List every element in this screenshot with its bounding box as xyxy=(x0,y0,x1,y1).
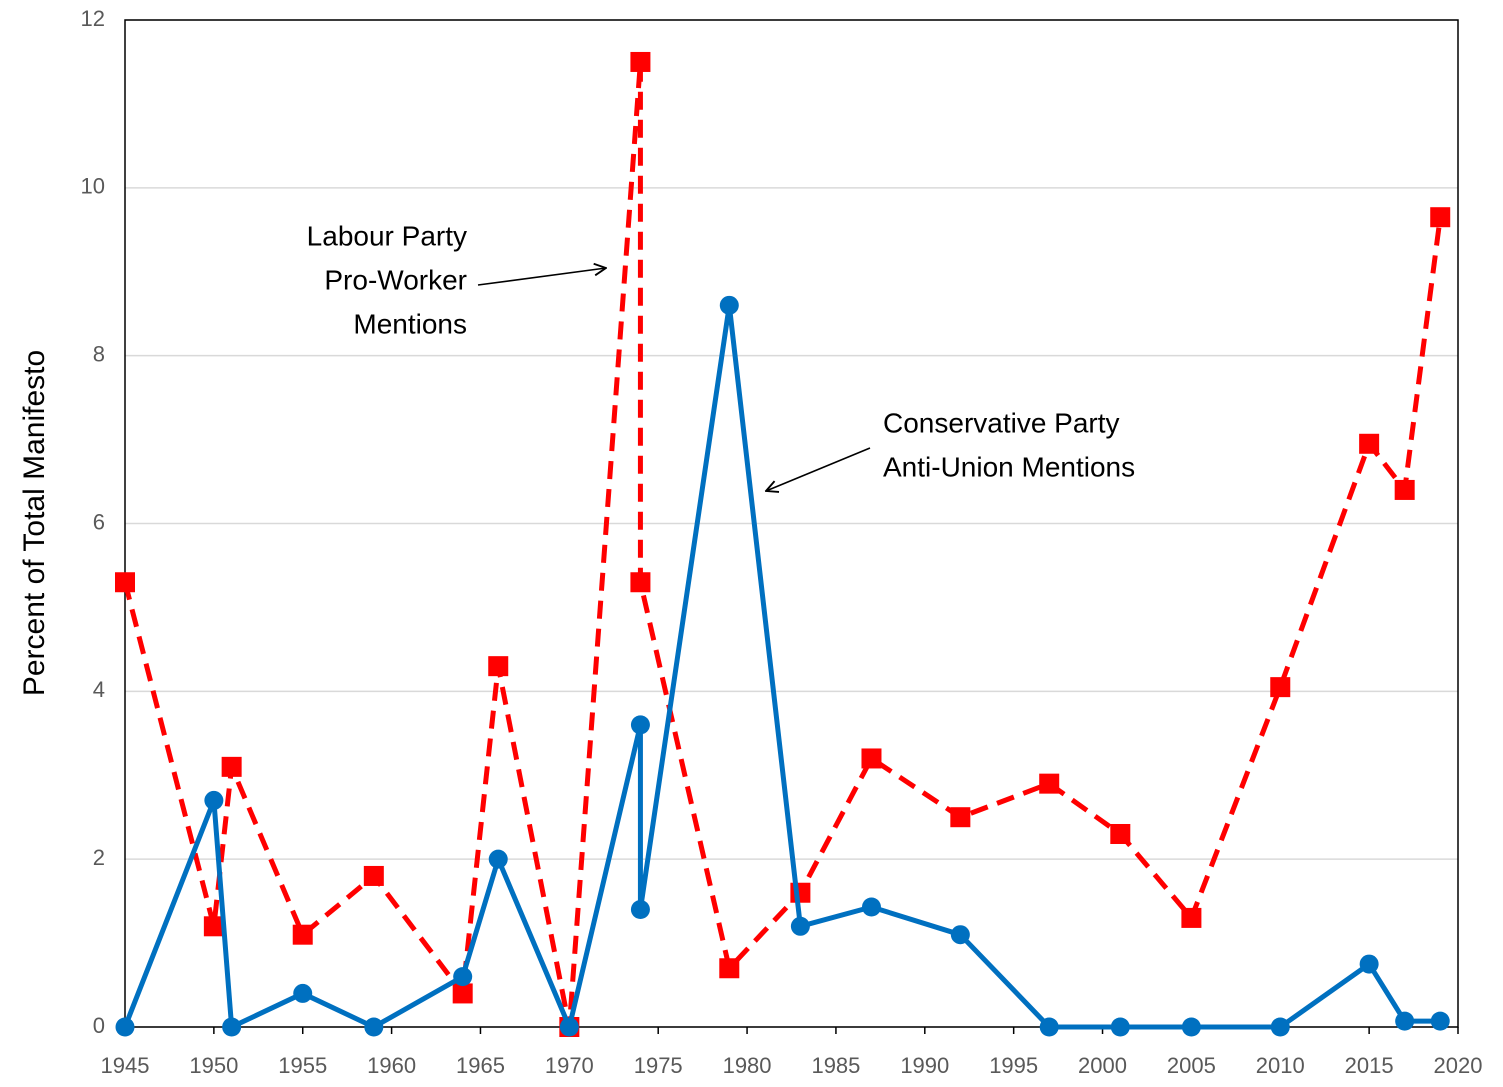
y-tick-label: 4 xyxy=(93,677,105,702)
marker xyxy=(1270,677,1291,698)
marker xyxy=(950,807,971,828)
annotation: Mentions xyxy=(353,308,467,339)
marker xyxy=(115,572,135,593)
y-tick-label: 0 xyxy=(93,1013,105,1038)
marker xyxy=(1110,1017,1130,1037)
x-tick-label: 1955 xyxy=(278,1053,327,1078)
series-line xyxy=(122,59,1443,1030)
annotation: Labour Party xyxy=(307,220,467,251)
marker xyxy=(1181,1017,1201,1037)
x-tick-label: 2010 xyxy=(1256,1053,1305,1078)
annotation: Anti-Union Mentions xyxy=(883,451,1135,482)
marker xyxy=(363,865,384,886)
y-axis-label: Percent of Total Manifesto xyxy=(18,350,51,696)
annotation: Conservative Party xyxy=(883,407,1120,438)
marker xyxy=(292,924,313,945)
marker xyxy=(1181,907,1202,928)
marker xyxy=(1270,1017,1290,1037)
marker xyxy=(115,1017,135,1037)
x-tick-label: 1985 xyxy=(811,1053,860,1078)
marker xyxy=(1110,823,1131,844)
x-tick-label: 1980 xyxy=(723,1053,772,1078)
series-line xyxy=(122,302,1441,1030)
marker xyxy=(222,1017,242,1037)
annotations: Labour Party Pro-Worker Mentions Conservati… xyxy=(307,220,1135,482)
y-tick-label: 6 xyxy=(93,509,105,534)
marker xyxy=(453,967,473,987)
marker xyxy=(559,1017,579,1037)
annotation-arrow xyxy=(477,268,606,286)
x-tick-label: 2000 xyxy=(1078,1053,1127,1078)
x-tick-label: 1990 xyxy=(900,1053,949,1078)
marker xyxy=(488,656,509,677)
x-tick-label: 1950 xyxy=(189,1053,238,1078)
annotation-arrow xyxy=(766,447,871,491)
marker xyxy=(1039,773,1060,794)
marker xyxy=(364,1017,384,1037)
marker xyxy=(1394,479,1415,500)
marker xyxy=(790,916,810,936)
x-tick-label: 1970 xyxy=(545,1053,594,1078)
marker xyxy=(488,849,508,869)
marker xyxy=(1359,433,1380,454)
x-tick-label: 2020 xyxy=(1434,1053,1483,1078)
marker xyxy=(630,715,650,735)
x-tick-label: 1995 xyxy=(989,1053,1038,1078)
grid: 0 2 4 6 8 10 12 1945 1950 1955 1960 1965 1970 1975 198… xyxy=(81,6,1483,1078)
y-tick-label: 10 xyxy=(81,174,105,199)
marker xyxy=(950,925,970,945)
y-tick-label: 8 xyxy=(93,341,105,366)
marker xyxy=(204,790,224,810)
marker xyxy=(452,983,473,1004)
marker xyxy=(1395,1011,1415,1031)
marker xyxy=(1359,954,1379,974)
marker xyxy=(293,983,313,1003)
marker xyxy=(630,900,650,920)
x-tick-label: 1975 xyxy=(634,1053,683,1078)
marker xyxy=(630,51,651,72)
marker xyxy=(861,897,881,917)
marker xyxy=(203,916,224,937)
x-tick-label: 1965 xyxy=(456,1053,505,1078)
x-tick-label: 2015 xyxy=(1345,1053,1394,1078)
marker xyxy=(719,295,739,315)
annotation: Pro-Worker xyxy=(324,264,467,295)
marker xyxy=(719,958,740,979)
x-tick-label: 2005 xyxy=(1167,1053,1216,1078)
marker xyxy=(861,748,882,769)
marker xyxy=(1039,1017,1059,1037)
y-tick-label: 2 xyxy=(93,845,105,870)
x-tick-label: 1960 xyxy=(367,1053,416,1078)
plot-frame xyxy=(124,19,1459,1028)
y-tick-label: 12 xyxy=(81,6,105,31)
plot xyxy=(115,51,1451,1037)
marker xyxy=(221,756,242,777)
x-tick-label: 1945 xyxy=(101,1053,150,1078)
marker xyxy=(1430,207,1451,228)
marker xyxy=(1430,1011,1450,1031)
marker xyxy=(630,572,651,593)
